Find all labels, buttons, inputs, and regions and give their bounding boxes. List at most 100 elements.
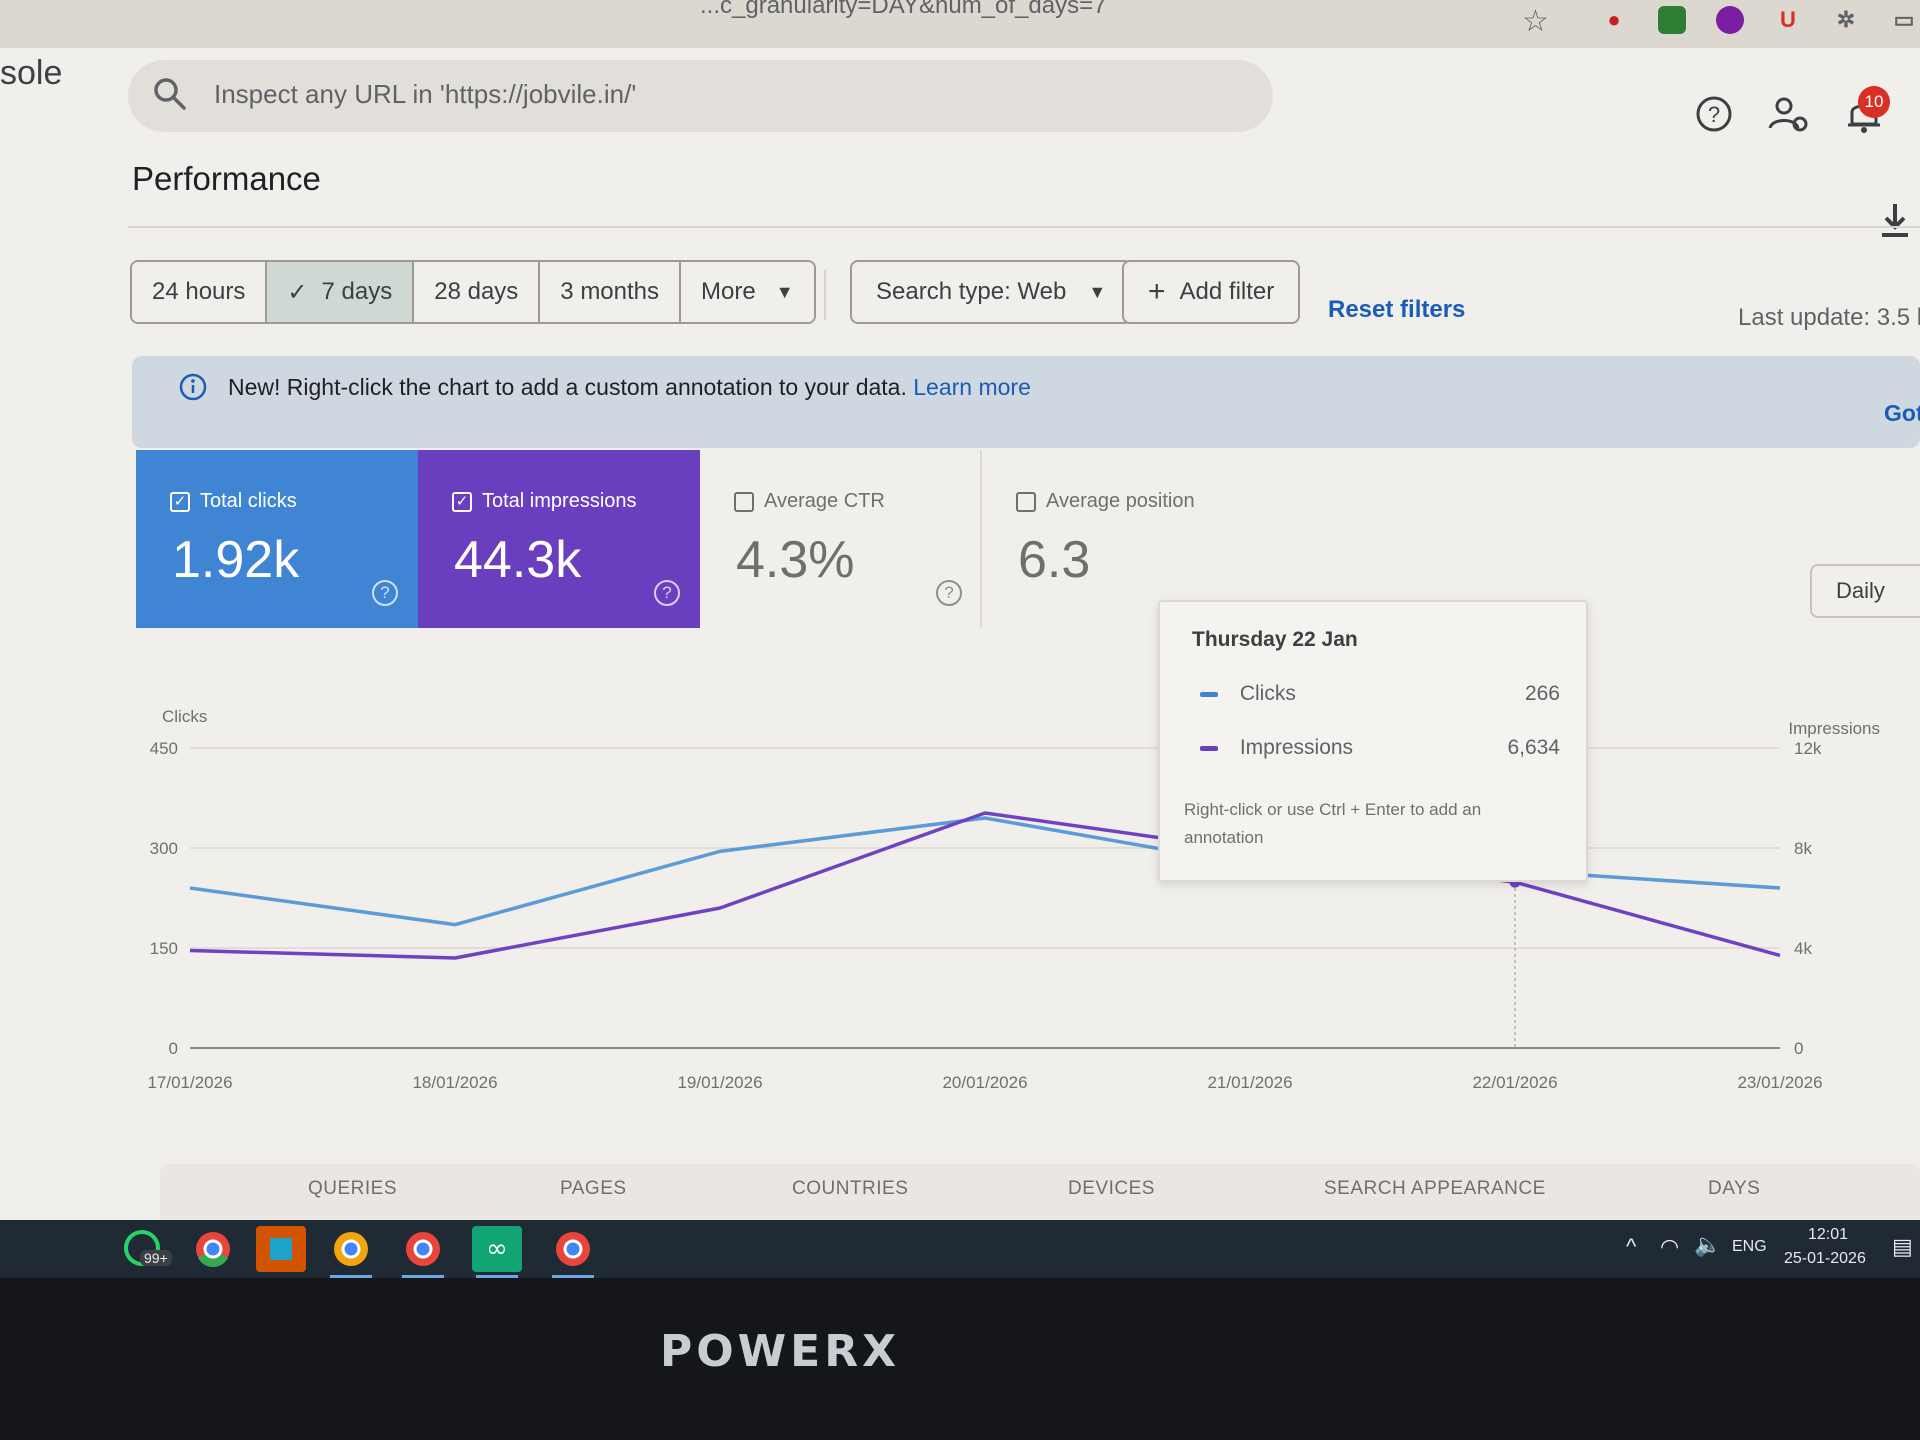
chrome-icon xyxy=(334,1232,368,1266)
active-indicator xyxy=(552,1275,594,1278)
y-right-tick-label: 12k xyxy=(1794,739,1822,758)
metric-value: 1.92k xyxy=(172,531,300,589)
help-icon[interactable]: ? xyxy=(372,580,398,606)
clock-time[interactable]: 12:01 xyxy=(1808,1226,1849,1243)
add-filter-button[interactable]: + Add filter xyxy=(1122,260,1301,324)
url-inspection-search[interactable] xyxy=(128,60,1273,132)
taskbar-app-infinity-icon[interactable]: ∞ xyxy=(472,1226,522,1278)
tray-chevron-up-icon[interactable]: ^ xyxy=(1626,1234,1637,1259)
tooltip-date: Thursday 22 Jan xyxy=(1192,628,1358,651)
metric-label-text: Total impressions xyxy=(482,490,637,512)
checkbox-checked-icon[interactable]: ✓ xyxy=(452,491,472,512)
taskbar-chrome-profile-icon[interactable] xyxy=(326,1226,376,1278)
help-icon[interactable]: ? xyxy=(654,580,680,606)
taskbar-chrome-icon[interactable] xyxy=(188,1226,238,1272)
search-type-label: Search type: Web xyxy=(876,278,1067,305)
active-indicator xyxy=(402,1275,444,1278)
notifications-count-badge: 10 xyxy=(1858,86,1890,118)
search-type-dropdown[interactable]: Search type: Web ▼ xyxy=(850,260,1133,324)
range-24-hours[interactable]: 24 hours xyxy=(132,262,268,322)
tooltip-row-label: Impressions xyxy=(1239,736,1354,759)
whatsapp-unread-badge: 99+ xyxy=(140,1250,172,1266)
tab-search-appearance[interactable]: SEARCH APPEARANCE xyxy=(1324,1178,1546,1199)
range-3-months[interactable]: 3 months xyxy=(540,262,682,322)
bookmark-star-icon[interactable]: ☆ xyxy=(1522,5,1549,38)
tooltip-row-label: Clicks xyxy=(1239,682,1296,705)
clock-date[interactable]: 25-01-2026 xyxy=(1784,1250,1866,1267)
metric-label: Average CTR xyxy=(734,490,885,513)
address-bar-fragment[interactable]: ...c_granularity=DAY&num_of_days=7 xyxy=(700,0,1107,19)
taskbar-app-teal-icon[interactable] xyxy=(256,1226,306,1272)
tooltip-hint: Right-click or use Ctrl + Enter to add a… xyxy=(1184,800,1482,847)
language-indicator[interactable]: ENG xyxy=(1732,1238,1767,1255)
wifi-icon[interactable]: ◠ xyxy=(1660,1234,1680,1259)
sidepanel-icon[interactable]: ▭ xyxy=(1893,7,1915,32)
tooltip-row-clicks: Clicks 266 xyxy=(1200,682,1560,706)
metric-total-impressions[interactable]: ✓ Total impressions 44.3k ? xyxy=(418,450,700,628)
x-tick-label: 18/01/2026 xyxy=(412,1073,497,1092)
banner-dismiss-button[interactable]: Got xyxy=(1884,400,1920,426)
granularity-dropdown[interactable]: Daily xyxy=(1810,564,1920,618)
performance-line-chart[interactable]: 0150300450Clicks04k8k12kImpressions17/01… xyxy=(130,688,1920,1148)
dimension-tabs: QUERIES PAGES COUNTRIES DEVICES SEARCH A… xyxy=(160,1164,1920,1220)
metric-label: ✓ Total impressions xyxy=(452,490,637,513)
windows-taskbar: 99+ ∞ ^ ◠ 🔈 ENG 12:01 25-01-2026 ▤ xyxy=(0,1220,1920,1278)
metric-label-text: Average CTR xyxy=(764,490,885,512)
metric-average-ctr[interactable]: Average CTR 4.3% ? xyxy=(700,450,982,628)
last-update-text: Last update: 3.5 h xyxy=(1738,304,1920,331)
monitor-bezel: POWERX xyxy=(0,1278,1920,1440)
learn-more-link[interactable]: Learn more xyxy=(913,374,1031,400)
checkbox-unchecked-icon[interactable] xyxy=(1016,491,1036,512)
tab-countries[interactable]: COUNTRIES xyxy=(792,1178,909,1199)
tab-devices[interactable]: DEVICES xyxy=(1068,1178,1155,1199)
taskbar-whatsapp-icon[interactable]: 99+ xyxy=(120,1226,172,1272)
tab-days[interactable]: DAYS xyxy=(1708,1178,1761,1199)
info-icon xyxy=(179,373,207,401)
y-right-tick-label: 8k xyxy=(1794,839,1812,858)
svg-text:?: ? xyxy=(1708,102,1720,127)
active-indicator xyxy=(330,1275,372,1278)
infinity-icon: ∞ xyxy=(486,1234,508,1264)
tooltip-row-value: 266 xyxy=(1524,682,1560,705)
tooltip-row-value: 6,634 xyxy=(1507,736,1560,759)
range-7-days[interactable]: ✓ 7 days xyxy=(267,262,415,322)
y-left-tick-label: 450 xyxy=(150,739,178,758)
tab-pages[interactable]: PAGES xyxy=(560,1178,627,1199)
extension-red-icon[interactable]: ● xyxy=(1607,7,1621,32)
extension-green-icon[interactable] xyxy=(1658,6,1686,34)
date-range-selector: 24 hours ✓ 7 days 28 days 3 months More … xyxy=(130,260,816,324)
x-tick-label: 21/01/2026 xyxy=(1207,1073,1292,1092)
user-settings-icon[interactable] xyxy=(1766,92,1810,136)
taskbar-chrome-profile-icon[interactable] xyxy=(398,1226,448,1278)
checkbox-checked-icon[interactable]: ✓ xyxy=(170,491,190,512)
extension-u-icon[interactable]: U xyxy=(1780,7,1796,32)
x-tick-label: 17/01/2026 xyxy=(147,1073,232,1092)
browser-toolbar: ...c_granularity=DAY&num_of_days=7 ☆ ● U… xyxy=(0,0,1920,48)
volume-icon[interactable]: 🔈 xyxy=(1694,1232,1722,1257)
banner-text: New! Right-click the chart to add a cust… xyxy=(228,374,907,400)
checkbox-unchecked-icon[interactable] xyxy=(734,491,754,512)
extension-purple-icon[interactable] xyxy=(1716,6,1744,34)
chart-tooltip: Thursday 22 Jan Clicks 266 Impressions 6… xyxy=(1158,600,1588,882)
reset-filters-link[interactable]: Reset filters xyxy=(1328,296,1466,323)
search-console-app: sole ? 10 Performance 24 hours ✓ 7 days … xyxy=(0,48,1920,1220)
metric-total-clicks[interactable]: ✓ Total clicks 1.92k ? xyxy=(136,450,418,628)
y-left-tick-label: 150 xyxy=(150,939,178,958)
help-icon[interactable]: ? xyxy=(1692,92,1736,136)
metric-cards: ✓ Total clicks 1.92k ? ✓ Total impressio… xyxy=(136,450,1920,675)
tab-queries[interactable]: QUERIES xyxy=(308,1178,398,1199)
toolbar-separator xyxy=(824,270,826,320)
range-28-days[interactable]: 28 days xyxy=(414,262,541,322)
help-icon[interactable]: ? xyxy=(936,580,962,606)
taskbar-chrome-profile-icon[interactable] xyxy=(548,1226,598,1278)
metric-label: ✓ Total clicks xyxy=(170,490,297,513)
extensions-puzzle-icon[interactable]: ✲ xyxy=(1836,7,1856,32)
notification-center-icon[interactable]: ▤ xyxy=(1892,1234,1913,1259)
metric-average-position[interactable]: Average position 6.3 xyxy=(982,450,1264,628)
x-tick-label: 22/01/2026 xyxy=(1472,1073,1557,1092)
url-inspection-input[interactable] xyxy=(214,74,1234,114)
export-download-icon[interactable] xyxy=(1878,200,1912,240)
svg-text:∞: ∞ xyxy=(486,1234,508,1264)
title-divider xyxy=(128,226,1920,228)
range-more-dropdown[interactable]: More ▼ xyxy=(681,262,814,322)
